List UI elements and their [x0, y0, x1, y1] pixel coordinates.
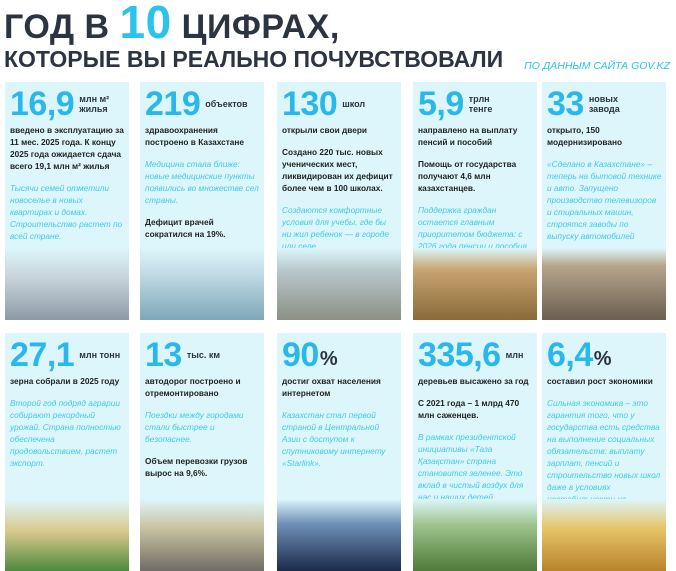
stat-header: 6,4%	[547, 335, 612, 375]
stat-header: 335,6 млн	[418, 335, 523, 375]
stat-unit: %	[593, 348, 612, 370]
stat-fact: открыто, 150 модернизировано	[547, 125, 623, 147]
laptop-image	[277, 499, 401, 571]
stat-value: 130	[282, 85, 338, 123]
stat-comment: Казахстан стал первой страной в Централь…	[282, 410, 386, 468]
stat-fact: направлено на выплату пенсий и пособий	[418, 125, 518, 147]
stat-value: 33	[547, 85, 584, 123]
stat-unit: школ	[342, 99, 366, 109]
stat-header: 90%	[282, 335, 338, 375]
title-prefix: ГОД В	[4, 8, 110, 46]
stat-card: 13 тыс. км автодорог построено и отремонти…	[140, 333, 264, 571]
stat-unit: объектов	[205, 99, 248, 109]
stat-description: автодорог построено и отремонтировано Пое…	[145, 375, 260, 489]
stat-fact: составил рост экономики	[547, 376, 653, 386]
stat-unit: трлн тенге	[468, 94, 493, 114]
source-note: ПО ДАННЫМ САЙТА GOV.KZ	[524, 60, 670, 72]
stat-unit: млн тонн	[79, 350, 121, 360]
stat-value: 90	[282, 336, 319, 374]
title-number: 10	[119, 0, 172, 48]
stat-card: 16,9 млн м² жилья введено в эксплуатацию з…	[5, 82, 129, 320]
stat-fact: достиг охват населения интернетом	[282, 376, 381, 398]
stat-value: 335,6	[418, 336, 501, 374]
stat-unit: млн м² жилья	[79, 94, 110, 114]
stat-fact: автодорог построено и отремонтировано	[145, 376, 241, 398]
stat-header: 130 школ	[282, 84, 365, 124]
stat-fact: введено в эксплуатацию за 11 мес. 2025 г…	[10, 125, 124, 171]
stat-comment: Тысячи семей отметили новоселье в новых …	[10, 183, 123, 241]
stat-description: достиг охват населения интернетом Казахст…	[282, 375, 397, 479]
stat-comment: Поездки между городами стали быстрее и б…	[145, 410, 244, 444]
stat-header: 5,9 трлн тенге	[418, 84, 513, 124]
coins-growth-chart-image	[542, 499, 666, 571]
stat-description: деревьев высажено за год С 2021 года – 1 …	[418, 375, 533, 513]
tree-planting-image	[413, 499, 537, 571]
residential-buildings-image	[5, 248, 129, 320]
stat-fact: деревьев высажено за год	[418, 376, 529, 386]
stat-description: зерна собрали в 2025 году Второй год подр…	[10, 375, 125, 479]
stat-value: 16,9	[10, 85, 75, 123]
road-rollers-image	[140, 499, 264, 571]
stat-unit: млн	[505, 350, 524, 360]
stat-fact: зерна собрали в 2025 году	[10, 376, 120, 386]
stat-fact: Создано 220 тыс. новых ученических мест,…	[282, 147, 393, 193]
stat-fact: Объем перевозки грузов вырос на 9,6%.	[145, 456, 248, 478]
stat-fact: Дефицит врачей сократился на 19%.	[145, 217, 226, 239]
stat-header: 33 новых завода	[547, 84, 633, 124]
stat-fact: Помощь от государства получают 4,6 млн к…	[418, 159, 517, 193]
hospital-room-image	[140, 248, 264, 320]
stat-card: 33 новых завода открыто, 150 модернизирова…	[542, 82, 666, 320]
stat-comment: Второй год подряд аграрии собирают рекор…	[10, 398, 121, 468]
stat-value: 219	[145, 85, 201, 123]
page-subtitle: КОТОРЫЕ ВЫ РЕАЛЬНО ПОЧУВСТВОВАЛИ	[4, 46, 504, 72]
stat-card: 130 школ открыли свои двери Создано 220 тыс…	[277, 82, 401, 320]
stat-value: 27,1	[10, 336, 75, 374]
stat-comment: Медицина стала ближе: новые медицинские …	[145, 159, 259, 205]
stat-card: 219 объектов здравоохранения построено в К…	[140, 82, 264, 320]
stat-comment: Создаются комфортные условия для учебы, …	[282, 205, 389, 251]
stat-card: 5,9 трлн тенге направлено на выплату пенси…	[413, 82, 537, 320]
page-title: ГОД В 10 ЦИФРАХ,	[4, 0, 340, 49]
stat-card: 27,1 млн тонн зерна собрали в 2025 году Вто…	[5, 333, 129, 571]
stat-card: 90% достиг охват населения интернетом Каза…	[277, 333, 401, 571]
stat-card: 335,6 млн деревьев высажено за год С 2021 г…	[413, 333, 537, 571]
stat-description: открыли свои двери Создано 220 тыс. новых…	[282, 124, 397, 262]
stat-comment: «Сделано в Казахстане» – теперь на бытов…	[547, 159, 662, 241]
combine-harvester-image	[5, 499, 129, 571]
stat-unit: тыс. км	[186, 350, 221, 360]
car-factory-image	[542, 248, 666, 320]
stat-description: открыто, 150 модернизировано «Сделано в К…	[547, 124, 662, 252]
stat-header: 219 объектов	[145, 84, 248, 124]
stat-header: 16,9 млн м² жилья	[10, 84, 123, 124]
banknotes-image	[413, 248, 537, 320]
stat-value: 13	[145, 336, 182, 374]
stat-header: 13 тыс. км	[145, 335, 220, 375]
stat-fact: здравоохранения построено в Казахстане	[145, 125, 245, 147]
stat-value: 5,9	[418, 85, 464, 123]
stat-header: 27,1 млн тонн	[10, 335, 120, 375]
stat-unit: новых завода	[588, 94, 620, 114]
stat-fact: открыли свои двери	[282, 125, 368, 135]
title-suffix: ЦИФРАХ,	[181, 8, 340, 46]
stat-unit: %	[319, 348, 338, 370]
stat-fact: С 2021 года – 1 млрд 470 млн саженцев.	[418, 398, 520, 420]
stat-value: 6,4	[547, 336, 593, 374]
stat-card: 6,4% составил рост экономики Сильная эконо…	[542, 333, 666, 571]
stat-comment: В рамках президентской инициативы «Таза …	[418, 432, 524, 502]
stat-description: здравоохранения построено в Казахстане Ме…	[145, 124, 260, 250]
classroom-image	[277, 248, 401, 320]
stat-description: введено в эксплуатацию за 11 мес. 2025 г…	[10, 124, 125, 252]
